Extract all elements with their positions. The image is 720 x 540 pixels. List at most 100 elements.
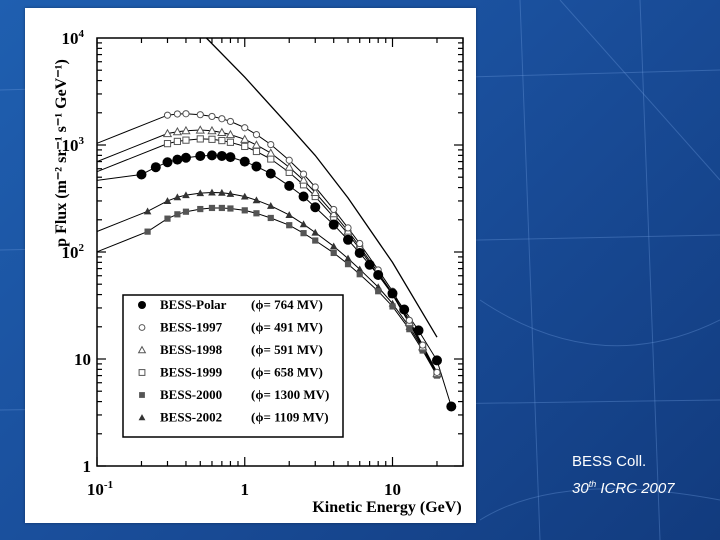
data-point: [299, 220, 308, 228]
data-point: [239, 156, 250, 167]
data-point: [182, 136, 190, 144]
data-point: [419, 341, 427, 349]
model-curve: [96, 138, 438, 375]
data-point: [150, 162, 161, 173]
data-point: [241, 142, 249, 151]
x-tick-label: 10: [384, 480, 401, 499]
data-point: [413, 325, 424, 336]
data-point: [208, 188, 216, 196]
data-point: [375, 288, 382, 295]
data-point: [196, 189, 205, 197]
flux-plot: 10-1 1 10 1 10 102 103 104 p Flux (m⁻² sr⁻¹ s⁻¹…: [53, 28, 464, 516]
data-point: [208, 112, 216, 121]
y-axis-title: p Flux (m⁻² sr⁻¹ s⁻¹ GeV⁻¹): [53, 59, 70, 247]
data-point: [329, 242, 338, 250]
data-point: [143, 207, 152, 215]
y-tick-label: 103: [62, 135, 85, 155]
data-point: [218, 204, 225, 212]
data-point: [208, 204, 216, 212]
data-point: [173, 137, 181, 146]
model-curve: [96, 129, 438, 374]
data-point: [266, 148, 276, 157]
data-point: [300, 230, 307, 237]
legend-series-name: BESS-2002: [160, 410, 222, 425]
y-tick-label: 102: [62, 242, 85, 262]
data-point: [364, 259, 375, 270]
data-point: [285, 156, 293, 164]
data-point: [174, 211, 181, 218]
legend-series-phi: (ϕ= 1109 MV): [251, 410, 329, 425]
data-point: [356, 239, 364, 248]
data-point: [163, 111, 172, 119]
data-points: [136, 110, 457, 412]
data-point: [196, 135, 204, 143]
data-point: [311, 183, 319, 191]
data-point: [162, 157, 173, 168]
data-point: [241, 207, 248, 214]
data-point: [218, 115, 226, 123]
data-point: [225, 129, 236, 139]
data-point: [267, 155, 275, 163]
legend-marker: [138, 324, 146, 331]
data-point: [251, 161, 262, 172]
data-point: [173, 110, 181, 118]
legend-series-name: BESS-1998: [160, 342, 223, 357]
data-point: [207, 125, 217, 135]
legend-series-name: BESS-Polar: [160, 297, 227, 312]
data-point: [196, 111, 204, 119]
legend-marker: [138, 301, 146, 309]
source-caption: BESS Coll. 30th ICRC 2007: [572, 451, 675, 500]
data-point: [218, 136, 226, 145]
data-point: [180, 152, 191, 163]
data-point: [208, 135, 216, 143]
data-point: [328, 219, 339, 230]
data-point: [266, 202, 275, 209]
legend-marker: [138, 369, 146, 376]
data-point: [136, 169, 147, 180]
data-point: [252, 131, 261, 139]
data-point: [286, 222, 293, 229]
data-point: [241, 124, 249, 132]
data-point: [330, 205, 338, 214]
data-point: [162, 128, 173, 138]
data-point: [218, 188, 226, 196]
data-point: [173, 193, 182, 201]
data-point: [206, 150, 217, 161]
data-point: [182, 110, 190, 118]
data-point: [253, 210, 260, 217]
data-point: [311, 228, 320, 236]
data-point: [344, 254, 352, 262]
data-point: [356, 271, 363, 278]
caption-conf-name: ICRC 2007: [600, 480, 675, 497]
tick-labels: 10-1 1 10 1 10 102 103 104: [62, 28, 402, 499]
data-point: [284, 162, 294, 171]
data-point: [195, 125, 205, 134]
legend: BESS-Polar (ϕ= 764 MV) BESS-1997 (ϕ= 491 MV…: [122, 294, 344, 438]
data-point: [389, 303, 396, 310]
data-point: [344, 224, 352, 232]
legend-series-phi: (ϕ= 591 MV): [251, 342, 323, 357]
data-point: [251, 140, 262, 149]
data-point: [267, 140, 275, 149]
data-point: [226, 117, 235, 126]
data-point: [446, 401, 457, 412]
data-point: [217, 127, 227, 136]
lis-curve: [205, 37, 438, 338]
data-point: [195, 150, 206, 161]
data-point: [240, 134, 250, 143]
data-point: [405, 316, 413, 324]
legend-marker: [137, 345, 147, 354]
data-point: [355, 265, 364, 273]
caption-collaboration: BESS Coll.: [572, 453, 647, 470]
legend-series-phi: (ϕ= 491 MV): [251, 320, 323, 335]
legend-series-name: BESS-1999: [160, 365, 223, 380]
data-point: [343, 234, 354, 245]
caption-conference: 30th ICRC 2007: [572, 473, 675, 500]
tick-marks: [96, 38, 464, 467]
data-point: [197, 205, 204, 213]
x-axis-title: Kinetic Energy (GeV): [312, 499, 461, 516]
legend-series-phi: (ϕ= 1300 MV): [251, 387, 329, 402]
data-point: [329, 208, 339, 218]
data-point: [285, 211, 294, 218]
data-point: [163, 197, 172, 204]
